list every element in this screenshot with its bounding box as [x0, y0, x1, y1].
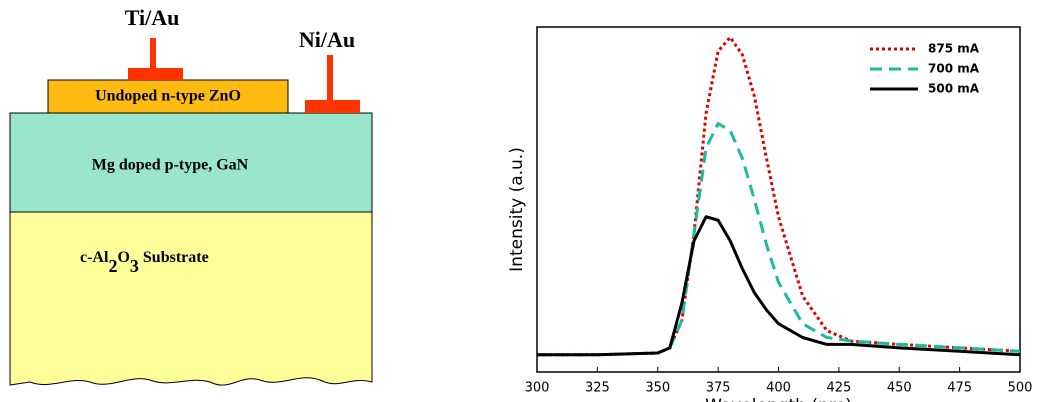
- subscript: 3: [130, 256, 139, 276]
- gan-layer: [9, 112, 373, 213]
- text-part: c-Al: [80, 249, 109, 266]
- legend-label: 700 mA: [928, 62, 980, 76]
- x-tick-label: 300: [525, 381, 550, 396]
- x-tick-label: 375: [706, 381, 731, 396]
- legend-label: 875 mA: [928, 42, 980, 56]
- subscript: 2: [108, 256, 117, 276]
- contact-stem: [150, 38, 156, 70]
- data-line: [537, 122, 1021, 357]
- layer-label: c-Al2O3 Substrate: [80, 249, 209, 276]
- x-tick-label: 350: [645, 381, 670, 396]
- layer-label: Mg doped p-type, GaN: [92, 157, 249, 174]
- x-tick-label: 475: [947, 381, 972, 396]
- text-part: Substrate: [143, 249, 209, 266]
- y-axis-label: Intensity (a.u.): [507, 147, 527, 272]
- x-axis-label: Wavelength (nm): [705, 396, 852, 402]
- x-tick-label: 450: [887, 381, 912, 396]
- plot-frame: [536, 26, 1021, 373]
- x-tick-label: 400: [766, 381, 791, 396]
- zno-layer: [47, 79, 289, 114]
- x-tick-label: 500: [1008, 381, 1033, 396]
- contact-pad: [128, 68, 183, 80]
- contact-label: Ti/Au: [125, 5, 180, 30]
- device-diagram: Ti/Au Ni/Au Undoped n-type ZnO Mg doped …: [9, 5, 373, 386]
- layer-label: Undoped n-type ZnO: [95, 88, 241, 105]
- text-part: O: [117, 249, 129, 266]
- contact-label: Ni/Au: [299, 27, 355, 52]
- contact-pad: [305, 100, 360, 113]
- x-tick-label: 425: [826, 381, 851, 396]
- substrate-layer: [9, 211, 373, 386]
- contact-stem: [327, 55, 333, 102]
- data-line: [537, 215, 1021, 357]
- x-tick-label: 325: [585, 381, 610, 396]
- chart: 300 325 350 375 400 425 450 475 500 Wavelength (n…: [507, 26, 1033, 402]
- legend-label: 500 mA: [928, 82, 980, 96]
